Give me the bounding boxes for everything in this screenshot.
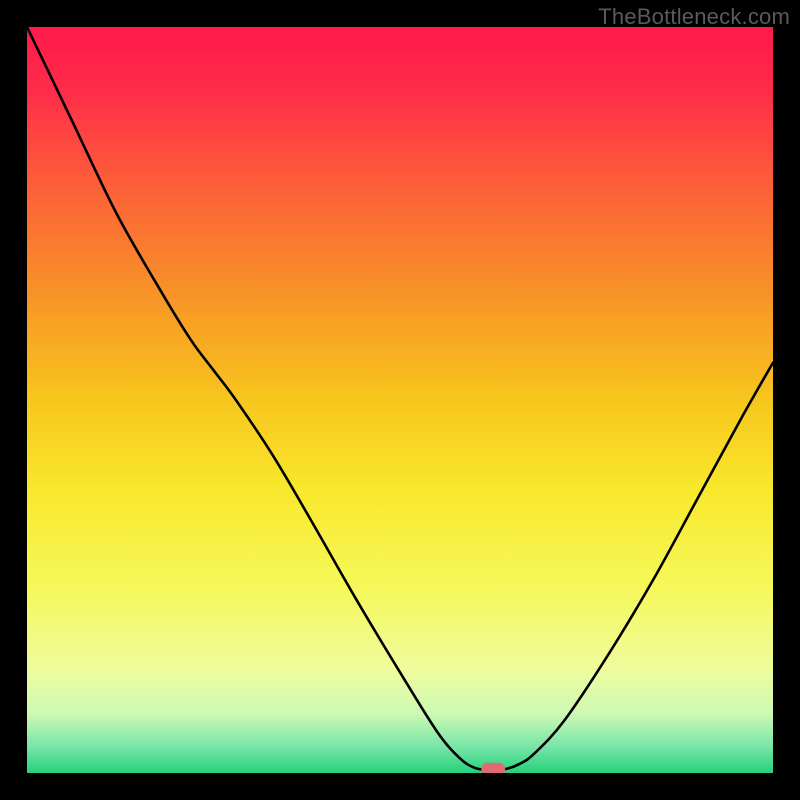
watermark-text: TheBottleneck.com [598, 4, 790, 30]
optimum-marker [481, 763, 505, 773]
chart-marker-layer [27, 27, 773, 773]
chart-container: TheBottleneck.com [0, 0, 800, 800]
plot-area [27, 27, 773, 773]
